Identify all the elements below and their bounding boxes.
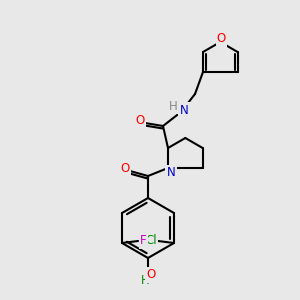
Text: N: N bbox=[180, 103, 188, 116]
Text: O: O bbox=[217, 32, 226, 46]
Text: O: O bbox=[120, 163, 130, 176]
Text: N: N bbox=[167, 167, 176, 179]
Text: O: O bbox=[135, 115, 145, 128]
Text: H: H bbox=[141, 274, 149, 287]
Text: F: F bbox=[140, 235, 146, 248]
Text: O: O bbox=[146, 268, 156, 281]
Text: H: H bbox=[169, 100, 177, 112]
Text: Cl: Cl bbox=[145, 235, 157, 248]
